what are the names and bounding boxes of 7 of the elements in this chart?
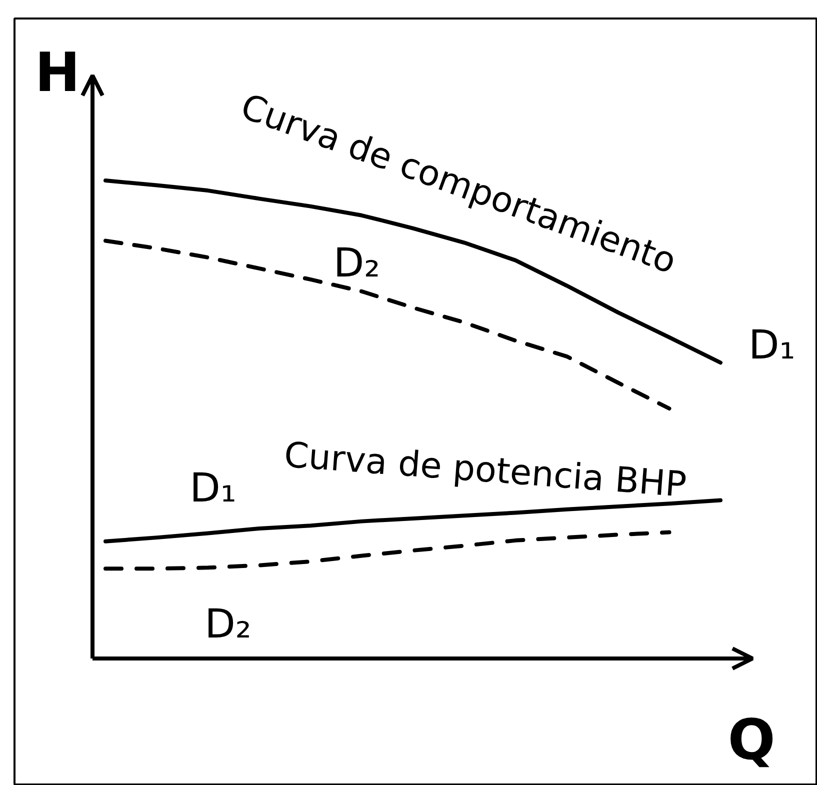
x-axis-title: Q	[728, 708, 776, 773]
annotation: Curva de potencia BHP	[282, 436, 688, 506]
series-label: D₁	[190, 465, 236, 512]
series-label: D₂	[333, 240, 380, 286]
series-label: D₂	[204, 602, 252, 648]
series-label: D₁	[748, 322, 796, 369]
y-axis-title: H	[34, 41, 80, 104]
